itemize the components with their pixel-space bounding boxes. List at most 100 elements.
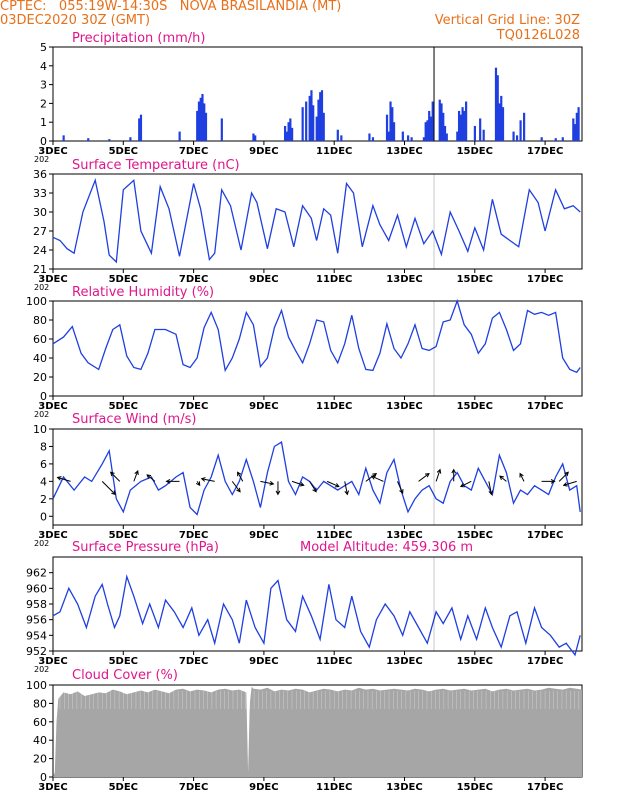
rh-xtick-label: 17DEC [527, 401, 563, 412]
rh-xtick-label: 5DEC [109, 401, 138, 412]
press-xtick-label: 13DEC [386, 656, 422, 667]
cloud-xtick-label: 15DEC [457, 782, 493, 793]
press-year-stub: 202 [34, 665, 49, 674]
precip-bar [443, 125, 447, 141]
precip-bar [501, 107, 505, 141]
precip-bar [204, 112, 208, 141]
rh-ytick-label: 20 [33, 371, 47, 384]
precip-bar [308, 95, 311, 141]
precip-year-stub: 202 [34, 155, 49, 164]
wind-xtick-label: 9DEC [249, 530, 278, 541]
press-xtick-label: 9DEC [249, 656, 278, 667]
precip-bar [387, 131, 390, 141]
precip-bar [442, 112, 445, 141]
press-xtick-label: 3DEC [38, 656, 67, 667]
rh-series-line [52, 298, 581, 374]
precip-bar [371, 137, 375, 141]
precip-bar [426, 120, 429, 141]
precip-bar [138, 118, 141, 141]
wind-arrow-head [424, 472, 430, 478]
wind-arrow-head [195, 481, 201, 487]
cloud-panel: Cloud Cover (%) 0 20 40 60 80 100 3DEC 5DEC 7DEC 9… [26, 668, 583, 793]
temp-frame [52, 173, 583, 270]
precip-xtick-label: 7DEC [179, 146, 208, 157]
wind-arrow-head [109, 471, 115, 477]
precip-bar [139, 114, 143, 141]
wind-arrow-shaft [418, 473, 430, 482]
wind-arrow-shaft [499, 475, 507, 482]
wind-arrow-head [488, 490, 494, 496]
wind-arrow-shaft [371, 475, 384, 482]
precip-bar [577, 107, 580, 141]
wind-arrow-head [236, 487, 241, 493]
rh-xtick-label: 13DEC [386, 401, 422, 412]
precip-ytick-label: 2 [40, 97, 47, 110]
precip-xtick-label: 9DEC [249, 146, 278, 157]
temp-xtick-label: 15DEC [457, 274, 493, 285]
precip-bar [575, 112, 578, 141]
cloud-xtick-label: 17DEC [527, 782, 563, 793]
wind-arrow-shaft [237, 472, 244, 482]
precip-bar [519, 120, 522, 141]
run-datetime: 03DEC2020 30Z (GMT) [0, 13, 151, 28]
precip-bar [287, 122, 290, 141]
precip-bar [62, 135, 65, 141]
precip-bar [196, 110, 199, 141]
wind-arrow-shaft [110, 471, 121, 482]
wind-arrow-head [562, 482, 568, 487]
wind-ytick-label: 6 [40, 458, 47, 471]
wind-xtick-label: 7DEC [179, 530, 208, 541]
precip-bar [315, 116, 318, 141]
temp-xtick-label: 11DEC [316, 274, 352, 285]
rh-xtick-label: 11DEC [316, 401, 352, 412]
precip-bar [407, 135, 410, 141]
precip-ytick-label: 3 [40, 79, 47, 92]
cloud-xtick-label: 13DEC [386, 782, 422, 793]
rh-ytick-label: 80 [33, 314, 47, 327]
wind-arrow-shaft [57, 476, 71, 482]
rh-ytick-label: 60 [33, 333, 47, 346]
temp-xtick-label: 5DEC [109, 274, 138, 285]
cloud-ytick-label: 20 [33, 753, 47, 766]
wind-arrow-head [499, 475, 504, 481]
rh-year-stub: 202 [34, 410, 49, 419]
wind-arrow-shaft [326, 480, 340, 488]
press-frame [52, 556, 583, 652]
precip-bar [445, 133, 448, 141]
cloud-ytick-label: 80 [33, 697, 47, 710]
precip-bar [320, 90, 324, 141]
wind-panel: Surface Wind (m/s) 0 2 4 6 8 10 3DEC 5DEC 7DEC 9DE… [33, 412, 583, 548]
precip-bar [429, 116, 433, 141]
precip-xtick-label: 13DEC [386, 146, 422, 157]
precip-bar [440, 103, 443, 141]
precip-ytick-label: 1 [40, 116, 47, 129]
precip-bar [431, 101, 434, 141]
wind-xtick-label: 13DEC [386, 530, 422, 541]
rh-panel: Relative Humidity (%) 0 20 40 60 80 100 3DEC 5DE… [26, 285, 583, 419]
wind-xtick-label: 11DEC [316, 530, 352, 541]
precip-bar [459, 114, 462, 141]
wind-arrow-shaft [460, 480, 472, 488]
precip-bar [479, 118, 482, 141]
wind-arrow-shaft [260, 480, 274, 485]
precip-bar [463, 110, 466, 141]
precip-bar [87, 138, 90, 141]
precip-bar [322, 112, 325, 141]
cloud-xtick-label: 9DEC [249, 782, 278, 793]
wind-ytick-label: 2 [40, 493, 47, 506]
wind-arrow-shaft [397, 481, 404, 494]
press-panel: Surface Pressure (hPa) Model Altitude: 45… [26, 540, 583, 674]
wind-arrow-head [200, 477, 206, 482]
wind-arrow-shaft [201, 478, 215, 482]
wind-arrow-head [399, 489, 404, 495]
precip-bar [428, 110, 431, 141]
wind-arrow-head [237, 471, 242, 477]
wind-xtick-label: 17DEC [527, 530, 563, 541]
precip-bar [283, 125, 287, 141]
press-xtick-label: 17DEC [527, 656, 563, 667]
precip-bar [500, 95, 503, 141]
wind-ytick-label: 0 [40, 510, 47, 523]
temp-ytick-label: 24 [33, 244, 47, 257]
precip-bar [340, 135, 343, 141]
precip-bar [461, 107, 464, 141]
